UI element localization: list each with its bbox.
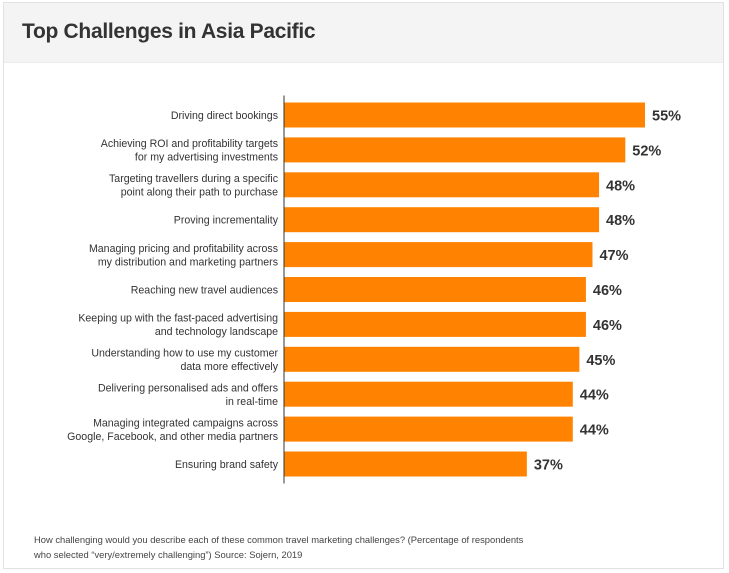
category-label-line: Targeting travellers during a specific [109, 173, 279, 185]
value-label: 44% [580, 388, 609, 404]
value-label: 46% [593, 283, 622, 299]
footnote: How challenging would you describe each … [34, 532, 614, 562]
value-label: 52% [632, 143, 661, 159]
value-label: 37% [534, 458, 563, 474]
value-label: 47% [599, 248, 628, 264]
category-label-line: Proving incrementality [174, 215, 279, 227]
category-label-line: Achieving ROI and profitability targets [101, 138, 278, 150]
category-label: Targeting travellers during a specific po… [109, 173, 279, 199]
footnote-line-1: How challenging would you describe each … [34, 534, 524, 545]
value-label: 48% [606, 178, 635, 194]
category-label-line: in real-time [226, 396, 279, 408]
bar [284, 311, 586, 337]
category-label-line: Reaching new travel audiences [131, 285, 278, 297]
category-label: Proving incrementality [174, 215, 279, 227]
category-label: Delivering personalised ads and offers in… [98, 382, 278, 408]
category-label-line: Ensuring brand safety [175, 459, 279, 471]
category-label-line: and technology landscape [155, 326, 278, 338]
bar [284, 137, 626, 163]
category-label-line: point along their path to purchase [121, 187, 278, 199]
category-label: Understanding how to use my customer data… [91, 348, 278, 374]
category-label-line: Google, Facebook, and other media partne… [67, 431, 278, 443]
bar [284, 207, 600, 233]
category-label-line: Driving direct bookings [171, 110, 278, 122]
category-label: Reaching new travel audiences [131, 285, 278, 297]
bar [284, 277, 586, 302]
bar [284, 102, 645, 128]
chart-header: Top Challenges in Asia Pacific [4, 3, 723, 63]
bar-chart: 55% Driving direct bookings 52% Achieving R… [67, 95, 681, 484]
category-label-line: Keeping up with the fast-paced advertisi… [78, 313, 278, 325]
bar [284, 242, 593, 268]
bar [284, 346, 580, 372]
chart-card: Top Challenges in Asia Pacific 55% Drivin… [3, 2, 724, 569]
category-label-line: Delivering personalised ads and offers [98, 382, 278, 394]
category-label-line: my distribution and marketing partners [98, 256, 278, 268]
value-label: 45% [586, 353, 615, 369]
category-label: Managing integrated campaigns across Goog… [67, 417, 278, 443]
footnote-line-2: who selected “very/extremely challenging… [34, 549, 303, 560]
value-label: 44% [580, 423, 609, 439]
bar [284, 416, 573, 442]
category-label: Driving direct bookings [171, 110, 278, 122]
chart-title: Top Challenges in Asia Pacific [22, 20, 316, 43]
value-label: 55% [652, 109, 681, 125]
category-label-line: Understanding how to use my customer [91, 348, 278, 360]
bar [284, 451, 527, 477]
category-label: Keeping up with the fast-paced advertisi… [78, 313, 278, 339]
category-label-line: Managing integrated campaigns across [93, 417, 278, 429]
value-label: 46% [593, 318, 622, 334]
value-label: 48% [606, 213, 635, 229]
bar [284, 172, 600, 198]
category-label: Achieving ROI and profitability targets f… [101, 138, 278, 164]
category-label: Ensuring brand safety [175, 459, 279, 471]
category-label-line: data more effectively [180, 361, 278, 373]
category-label-line: Managing pricing and profitability acros… [89, 243, 278, 255]
bar [284, 381, 573, 407]
category-label: Managing pricing and profitability acros… [89, 243, 278, 269]
category-label-line: for my advertising investments [135, 152, 278, 164]
